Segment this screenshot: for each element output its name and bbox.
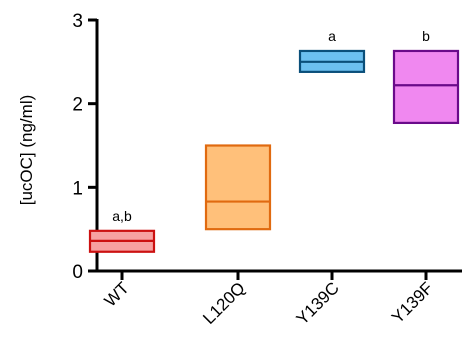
y-tick-label: 1 <box>72 178 83 199</box>
boxes-layer: a,b a b <box>88 28 460 253</box>
box-y139c: a <box>298 28 366 73</box>
box-wt: a,b <box>88 208 156 253</box>
box-l120q <box>204 144 272 231</box>
box-annotation: a <box>328 28 336 44</box>
x-axis: WT L120Q Y139C Y139F <box>95 269 462 329</box>
box-annotation: a,b <box>112 208 132 224</box>
x-tick-label: Y139C <box>293 278 343 328</box>
x-tick-label: L120Q <box>199 278 249 328</box>
y-tick-label: 2 <box>72 95 83 116</box>
y-axis-title: [ucOC] (ng/ml) <box>17 95 36 206</box>
box-rect <box>204 144 272 231</box>
y-tick-label: 0 <box>72 262 83 283</box>
box-rect <box>392 49 460 125</box>
box-y139f: b <box>392 28 460 125</box>
box-annotation: b <box>422 28 430 44</box>
x-tick-label: Y139F <box>388 278 437 327</box>
y-tick-label: 3 <box>72 11 83 32</box>
x-tick-label: WT <box>101 278 133 310</box>
